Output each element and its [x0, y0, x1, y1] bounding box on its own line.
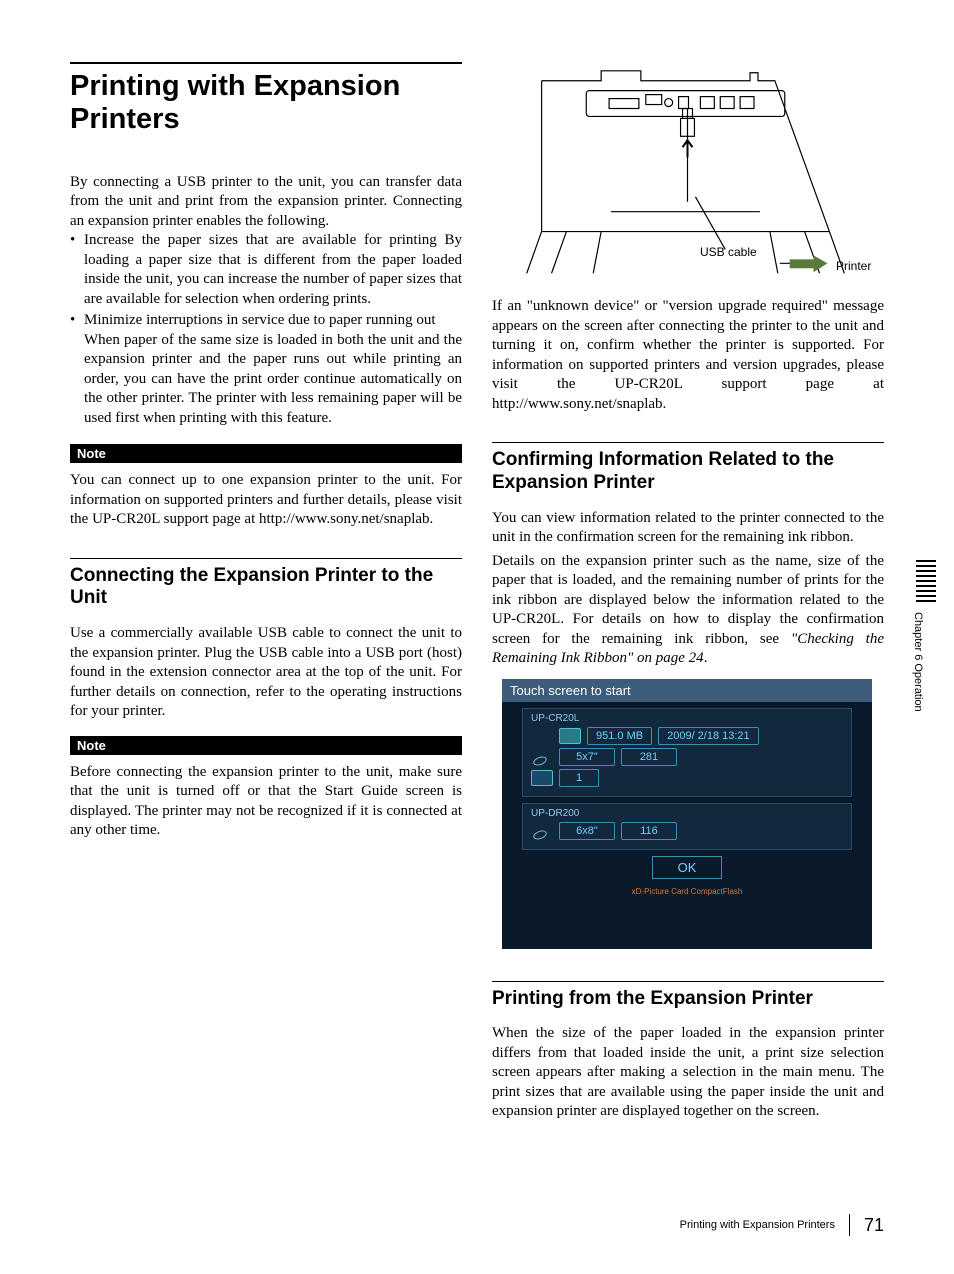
list-item: Increase the paper sizes that are availa…: [84, 231, 462, 309]
ribbon-icon: [531, 749, 553, 765]
note-body: Before connecting the expansion printer …: [70, 763, 462, 841]
page-content: Printing with Expansion Printers By conn…: [0, 0, 954, 1162]
ui-footer-slots: xD-Picture Card CompactFlash: [522, 883, 852, 896]
section-heading-printing: Printing from the Expansion Printer: [492, 988, 884, 1011]
ui-body: UP-CR20L 951.0 MB 2009/ 2/18 13:21 5x7" …: [502, 702, 872, 908]
section-heading-confirming: Confirming Information Related to the Ex…: [492, 449, 884, 495]
page-footer: Printing with Expansion Printers 71: [680, 1214, 884, 1236]
section-heading-connecting: Connecting the Expansion Printer to the …: [70, 565, 462, 611]
section-body: You can view information related to the …: [492, 509, 884, 548]
feature-list: Increase the paper sizes that are availa…: [70, 231, 462, 430]
page-number: 71: [864, 1215, 884, 1236]
section-rule: [492, 981, 884, 982]
usb-diagram: USB cable Printer: [492, 62, 884, 287]
extra-count: 1: [559, 769, 599, 787]
ribbon-icon: [531, 823, 553, 839]
after-diagram-paragraph: If an "unknown device" or "version upgra…: [492, 297, 884, 414]
footer-title: Printing with Expansion Printers: [680, 1219, 835, 1231]
right-column: USB cable Printer If an "unknown device"…: [492, 62, 884, 1122]
usb-cable-label: USB cable: [700, 245, 757, 259]
period: .: [704, 650, 708, 666]
left-column: Printing with Expansion Printers By conn…: [70, 62, 462, 1122]
section-rule: [70, 558, 462, 559]
ui-title-bar: Touch screen to start: [502, 679, 872, 702]
section-body: When the size of the paper loaded in the…: [492, 1024, 884, 1122]
paper-size-value: 6x8": [559, 822, 615, 840]
page-title: Printing with Expansion Printers: [70, 70, 462, 137]
tab-marker-icon: [904, 560, 936, 602]
printer-label: Printer: [836, 259, 871, 273]
date-value: 2009/ 2/18 13:21: [658, 727, 759, 745]
device-2-name: UP-DR200: [531, 808, 843, 819]
note-body: You can connect up to one expansion prin…: [70, 471, 462, 530]
chapter-label: Chapter 6 Operation: [912, 612, 924, 712]
device-2-section: UP-DR200 6x8" 116: [522, 803, 852, 850]
card-icon: [531, 770, 553, 786]
chapter-tab: Chapter 6 Operation: [904, 560, 936, 760]
device-1-section: UP-CR20L 951.0 MB 2009/ 2/18 13:21 5x7" …: [522, 708, 852, 797]
footer-divider: [849, 1214, 850, 1236]
memory-icon: [559, 728, 581, 744]
touch-screen-mock: Touch screen to start UP-CR20L 951.0 MB …: [502, 679, 872, 949]
printer-diagram-svg: [492, 62, 884, 287]
ok-button[interactable]: OK: [652, 856, 722, 879]
paper-size-value: 5x7": [559, 748, 615, 766]
remaining-count: 116: [621, 822, 677, 840]
list-item: Minimize interruptions in service due to…: [84, 311, 462, 428]
device-1-name: UP-CR20L: [531, 713, 843, 724]
note-badge: Note: [70, 444, 462, 463]
remaining-count: 281: [621, 748, 677, 766]
note-badge: Note: [70, 736, 462, 755]
memory-value: 951.0 MB: [587, 727, 652, 745]
h1-rule: [70, 62, 462, 64]
section-body: Use a commercially available USB cable t…: [70, 624, 462, 722]
section-body: Details on the expansion printer such as…: [492, 552, 884, 669]
section-rule: [492, 442, 884, 443]
intro-paragraph: By connecting a USB printer to the unit,…: [70, 173, 462, 232]
